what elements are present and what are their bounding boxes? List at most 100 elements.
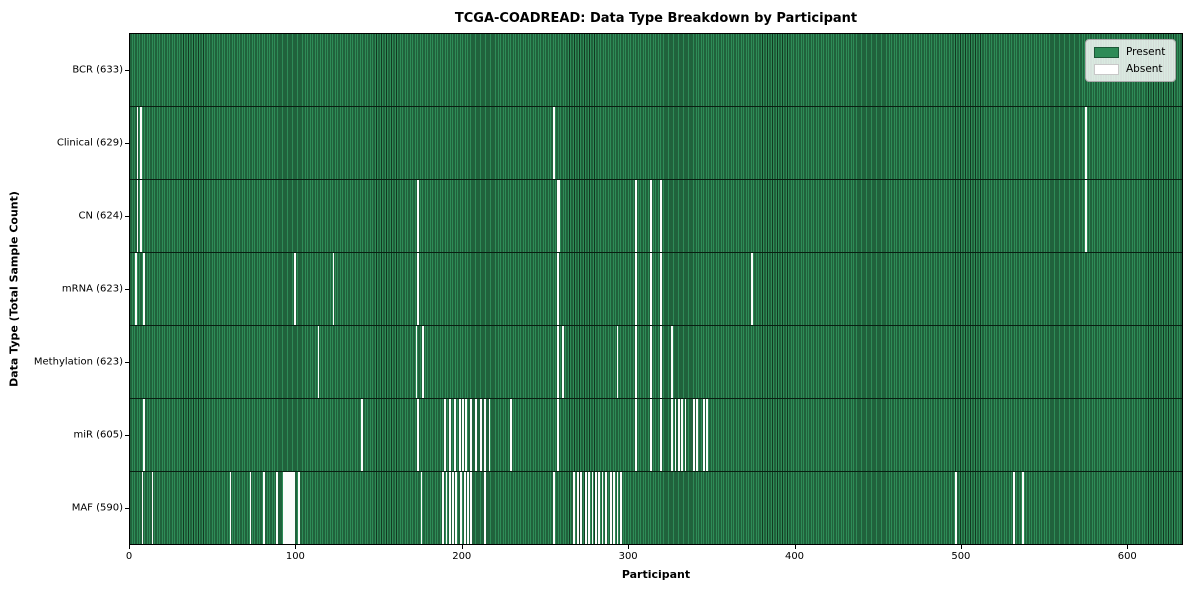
absent-stripe bbox=[558, 180, 561, 252]
absent-stripe bbox=[480, 399, 483, 471]
x-tick-label: 400 bbox=[784, 551, 805, 562]
absent-stripe bbox=[553, 107, 556, 179]
absent-stripe bbox=[634, 180, 637, 252]
absent-stripe bbox=[417, 180, 420, 252]
x-tick-mark bbox=[295, 545, 297, 549]
absent-stripe bbox=[249, 472, 252, 544]
legend-item-present: Present bbox=[1094, 46, 1165, 58]
absent-stripe bbox=[601, 472, 604, 544]
absent-stripe bbox=[696, 399, 699, 471]
absent-stripe bbox=[465, 399, 468, 471]
absent-stripe bbox=[692, 399, 695, 471]
absent-stripe bbox=[141, 472, 144, 544]
absent-stripe bbox=[671, 326, 674, 398]
absent-stripe bbox=[463, 472, 466, 544]
absent-stripe bbox=[360, 399, 363, 471]
absent-stripe bbox=[276, 472, 278, 544]
absent-stripe bbox=[659, 326, 662, 398]
x-tick-mark bbox=[960, 545, 962, 549]
absent-stripe bbox=[751, 253, 753, 325]
absent-stripe bbox=[702, 399, 705, 471]
x-tick-label: 600 bbox=[1117, 551, 1137, 562]
absent-stripe bbox=[1084, 107, 1087, 179]
y-tick-label-cn: CN (624) bbox=[78, 210, 123, 222]
absent-stripe bbox=[594, 472, 597, 544]
absent-stripe bbox=[488, 399, 491, 471]
absent-stripe bbox=[448, 472, 451, 544]
absent-stripe bbox=[462, 399, 464, 471]
absent-stripe bbox=[556, 326, 559, 398]
absent-stripe bbox=[420, 472, 423, 544]
x-tick-label: 500 bbox=[951, 551, 971, 562]
absent-stripe bbox=[659, 253, 662, 325]
x-tick-label: 200 bbox=[452, 551, 472, 562]
absent-stripe bbox=[649, 180, 652, 252]
absent-stripe bbox=[294, 253, 297, 325]
absent-stripe bbox=[317, 326, 320, 398]
absent-stripe bbox=[470, 399, 473, 471]
absent-stripe bbox=[483, 399, 486, 471]
row-strip-cn bbox=[130, 180, 1182, 253]
absent-stripe bbox=[609, 472, 612, 544]
absent-stripe bbox=[460, 472, 463, 544]
absent-stripe bbox=[556, 253, 559, 325]
absent-stripe bbox=[580, 472, 582, 544]
x-tick-mark bbox=[461, 545, 463, 549]
absent-stripe bbox=[1021, 472, 1024, 544]
absent-stripe bbox=[553, 472, 556, 544]
absent-stripe bbox=[143, 399, 146, 471]
x-tick-label: 100 bbox=[285, 551, 305, 562]
absent-stripe bbox=[561, 326, 564, 398]
x-tick-mark bbox=[628, 545, 630, 549]
y-tick-label-clinical: Clinical (629) bbox=[56, 137, 123, 149]
absent-stripe bbox=[1084, 180, 1087, 252]
x-tick-mark bbox=[1127, 545, 1129, 549]
absent-stripe bbox=[292, 472, 295, 544]
absent-stripe bbox=[678, 399, 680, 471]
y-tick-label-maf: MAF (590) bbox=[71, 502, 123, 514]
absent-stripe bbox=[455, 472, 458, 544]
y-tick-mark bbox=[125, 142, 129, 144]
absent-stripe bbox=[134, 253, 137, 325]
absent-stripe bbox=[616, 326, 619, 398]
absent-stripe bbox=[585, 472, 587, 544]
absent-stripe bbox=[681, 399, 684, 471]
y-tick-mark bbox=[125, 215, 129, 217]
absent-stripe bbox=[442, 472, 444, 544]
absent-stripe bbox=[649, 399, 652, 471]
absent-stripe bbox=[634, 326, 637, 398]
absent-stripe bbox=[452, 472, 454, 544]
absent-stripe bbox=[684, 399, 687, 471]
absent-stripe bbox=[151, 472, 154, 544]
absent-stripe bbox=[649, 253, 652, 325]
absent-stripe bbox=[289, 472, 292, 544]
row-strip-bcr bbox=[130, 34, 1182, 107]
absent-stripe bbox=[139, 180, 142, 252]
absent-stripe bbox=[262, 472, 265, 544]
absent-stripe bbox=[706, 399, 709, 471]
absent-stripe bbox=[443, 399, 446, 471]
x-tick-mark bbox=[794, 545, 796, 549]
y-axis-label: Data Type (Total Sample Count) bbox=[7, 191, 21, 387]
absent-stripe bbox=[448, 399, 451, 471]
y-tick-mark bbox=[125, 362, 129, 364]
absent-swatch-icon bbox=[1094, 63, 1119, 75]
absent-stripe bbox=[136, 107, 139, 179]
absent-stripe bbox=[422, 326, 425, 398]
absent-stripe bbox=[470, 472, 473, 544]
absent-stripe bbox=[453, 399, 456, 471]
y-tick-mark bbox=[125, 289, 129, 290]
absent-stripe bbox=[291, 472, 293, 544]
row-strip-clinical bbox=[130, 107, 1182, 180]
row-strip-mir bbox=[130, 399, 1182, 472]
row-strip-maf bbox=[130, 472, 1182, 544]
row-strip-methylation bbox=[130, 326, 1182, 399]
absent-stripe bbox=[229, 472, 232, 544]
x-tick-label: 0 bbox=[125, 551, 133, 562]
legend-absent-label: Absent bbox=[1126, 63, 1163, 75]
absent-stripe bbox=[659, 399, 662, 471]
absent-stripe bbox=[613, 472, 616, 544]
y-tick-mark bbox=[125, 69, 129, 71]
absent-stripe bbox=[634, 399, 637, 471]
y-tick-label-mrna: mRNA (623) bbox=[61, 283, 123, 295]
